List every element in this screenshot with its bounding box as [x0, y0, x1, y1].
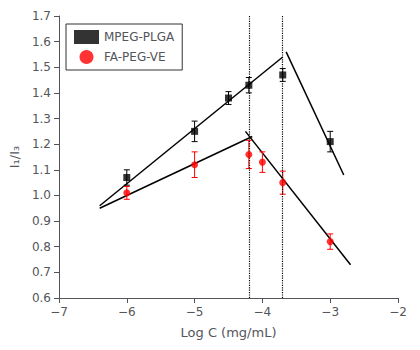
- svg-text:1.3: 1.3: [32, 112, 51, 126]
- svg-text:0.8: 0.8: [32, 240, 51, 254]
- svg-text:Log C (mg/mL): Log C (mg/mL): [181, 325, 277, 340]
- svg-text:−7: −7: [50, 305, 68, 319]
- svg-text:−5: −5: [186, 305, 204, 319]
- svg-text:1.0: 1.0: [32, 188, 51, 202]
- svg-text:1.7: 1.7: [32, 9, 51, 23]
- svg-text:1.2: 1.2: [32, 137, 51, 151]
- svg-text:1.4: 1.4: [32, 86, 51, 100]
- svg-text:−3: −3: [321, 305, 339, 319]
- svg-text:0.9: 0.9: [32, 214, 51, 228]
- svg-text:0.7: 0.7: [32, 265, 51, 279]
- svg-text:−6: −6: [118, 305, 136, 319]
- svg-text:I₁/I₃: I₁/I₃: [7, 146, 22, 168]
- svg-text:0.6: 0.6: [32, 291, 51, 305]
- svg-text:MPEG-PLGA: MPEG-PLGA: [104, 30, 175, 44]
- svg-text:−4: −4: [254, 305, 272, 319]
- svg-text:1.1: 1.1: [32, 163, 51, 177]
- svg-text:1.6: 1.6: [32, 35, 51, 49]
- svg-text:1.5: 1.5: [32, 60, 51, 74]
- svg-text:−2: −2: [389, 305, 407, 319]
- svg-text:FA-PEG-VE: FA-PEG-VE: [104, 50, 166, 64]
